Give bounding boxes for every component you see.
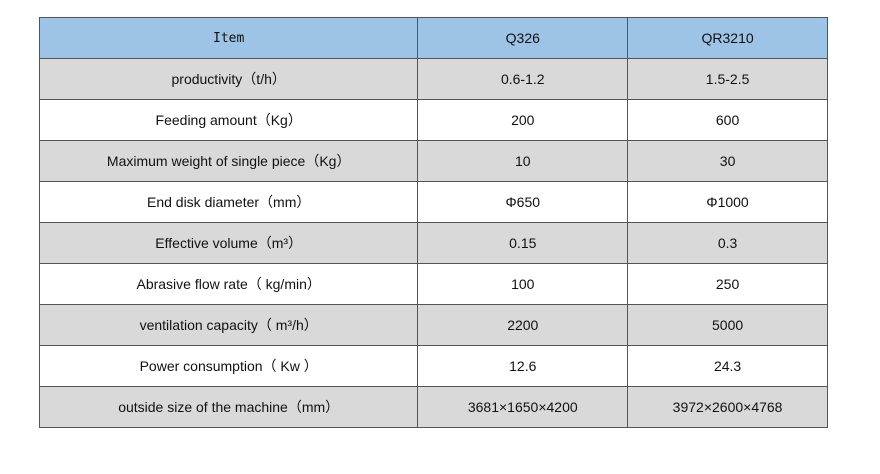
table-cell: 10 <box>417 140 629 182</box>
table-cell: 0.3 <box>627 222 828 264</box>
table-cell: 2200 <box>417 304 629 346</box>
table-cell: 0.6-1.2 <box>417 58 629 100</box>
header-cell: Item <box>38 17 419 59</box>
table-cell: Maximum weight of single piece（Kg） <box>38 140 419 182</box>
table-cell: Power consumption（ Kw ） <box>38 345 419 387</box>
table-cell: 0.15 <box>417 222 629 264</box>
spec-table: Item Q326 QR3210 productivity（t/h） 0.6-1.… <box>38 17 828 428</box>
table-cell: 100 <box>417 263 629 305</box>
table-cell: End disk diameter（mm） <box>38 181 419 223</box>
table-cell: ventilation capacity（ m³/h） <box>38 304 419 346</box>
table-cell: 600 <box>627 99 828 141</box>
table-body: productivity（t/h） 0.6-1.2 1.5-2.5 Feeding a… <box>38 58 828 428</box>
table-row: Power consumption（ Kw ） 12.6 24.3 <box>38 345 828 387</box>
table-cell: 5000 <box>627 304 828 346</box>
table-row: Feeding amount（Kg） 200 600 <box>38 99 828 141</box>
table-row: Effective volume（m³） 0.15 0.3 <box>38 222 828 264</box>
header-cell: Q326 <box>417 17 629 59</box>
table-row: End disk diameter（mm） Φ650 Φ1000 <box>38 181 828 223</box>
table-row: productivity（t/h） 0.6-1.2 1.5-2.5 <box>38 58 828 100</box>
table-cell: 200 <box>417 99 629 141</box>
table-head: Item Q326 QR3210 <box>38 17 828 59</box>
table-cell: 250 <box>627 263 828 305</box>
table-cell: 30 <box>627 140 828 182</box>
table-cell: productivity（t/h） <box>38 58 419 100</box>
table-row: Abrasive flow rate（ kg/min） 100 250 <box>38 263 828 305</box>
table-cell: Effective volume（m³） <box>38 222 419 264</box>
table-cell: 1.5-2.5 <box>627 58 828 100</box>
table-cell: 3681×1650×4200 <box>417 386 629 428</box>
table-cell: outside size of the machine（mm） <box>38 386 419 428</box>
table-cell: 12.6 <box>417 345 629 387</box>
table-cell: 24.3 <box>627 345 828 387</box>
table-cell: 3972×2600×4768 <box>627 386 828 428</box>
table-cell: Abrasive flow rate（ kg/min） <box>38 263 419 305</box>
table-row: outside size of the machine（mm） 3681×1650… <box>38 386 828 428</box>
table-cell: Φ650 <box>417 181 629 223</box>
table-row: Maximum weight of single piece（Kg） 10 30 <box>38 140 828 182</box>
table-cell: Feeding amount（Kg） <box>38 99 419 141</box>
table-row: ventilation capacity（ m³/h） 2200 5000 <box>38 304 828 346</box>
table-cell: Φ1000 <box>627 181 828 223</box>
header-cell: QR3210 <box>627 17 828 59</box>
header-row: Item Q326 QR3210 <box>38 17 828 59</box>
